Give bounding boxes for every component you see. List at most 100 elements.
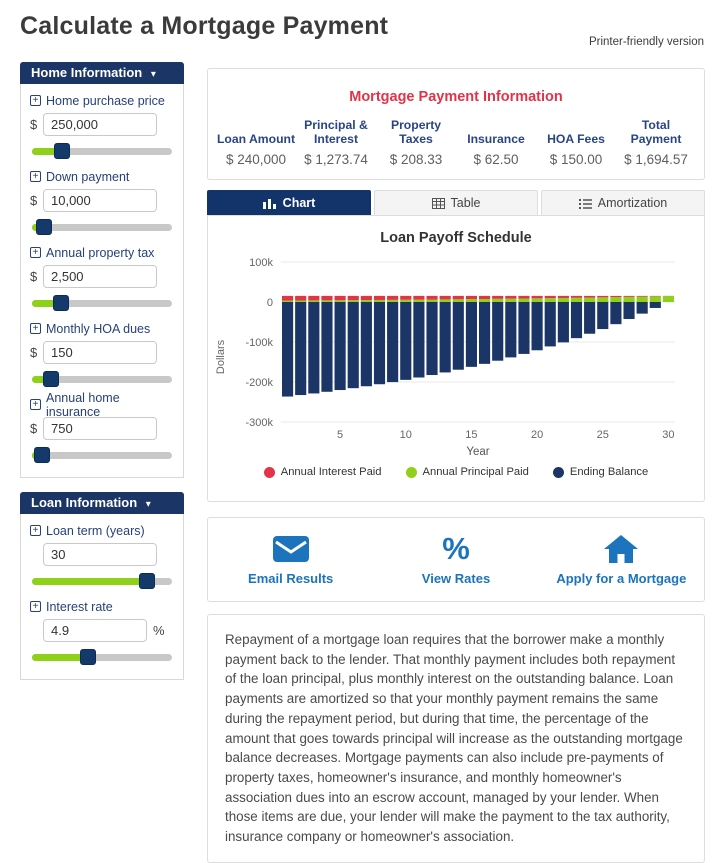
slider-thumb[interactable] bbox=[54, 143, 70, 159]
dollar-prefix: $ bbox=[30, 269, 41, 284]
field-annual-property-tax: + Annual property tax $ bbox=[30, 245, 174, 311]
main-content: Mortgage Payment Information Loan Amount… bbox=[207, 68, 705, 863]
expand-plus-icon[interactable]: + bbox=[30, 171, 41, 182]
svg-text:100k: 100k bbox=[249, 257, 273, 269]
summary-header: Insurance bbox=[456, 132, 536, 146]
chart-legend: Annual Interest Paid Annual Principal Pa… bbox=[208, 466, 704, 478]
field-interest-rate: + Interest rate % bbox=[30, 599, 174, 665]
summary-header: Total Payment bbox=[616, 118, 696, 146]
home-icon bbox=[604, 533, 638, 565]
svg-text:Year: Year bbox=[466, 446, 489, 458]
action-label: Apply for a Mortgage bbox=[556, 571, 686, 586]
annual-property-tax-input[interactable] bbox=[43, 265, 157, 288]
slider-thumb[interactable] bbox=[53, 295, 69, 311]
home-information-title: Home Information bbox=[31, 65, 142, 80]
action-label: Email Results bbox=[248, 571, 333, 586]
slider-thumb[interactable] bbox=[36, 219, 52, 235]
svg-text:30: 30 bbox=[662, 429, 674, 441]
view-rates-button[interactable]: % View Rates bbox=[373, 533, 538, 586]
slider-fill bbox=[32, 578, 152, 585]
field-home-purchase-price: + Home purchase price $ bbox=[30, 93, 174, 159]
apply-for-mortgage-button[interactable]: Apply for a Mortgage bbox=[539, 533, 704, 586]
dollar-prefix: $ bbox=[30, 117, 41, 132]
summary-value: $ 62.50 bbox=[456, 152, 536, 167]
action-label: View Rates bbox=[422, 571, 490, 586]
red-dot-icon bbox=[264, 467, 275, 478]
view-tabs: Chart Table Amortization bbox=[207, 190, 705, 215]
summary-value: $ 208.33 bbox=[376, 152, 456, 167]
tab-table[interactable]: Table bbox=[374, 190, 538, 215]
field-label: Loan term (years) bbox=[46, 524, 145, 538]
green-dot-icon bbox=[406, 467, 417, 478]
expand-plus-icon[interactable]: + bbox=[30, 601, 41, 612]
tab-label: Table bbox=[451, 196, 481, 210]
interest-rate-input[interactable] bbox=[43, 619, 147, 642]
loan-information-header[interactable]: Loan Information ▾ bbox=[20, 492, 184, 514]
slider-thumb[interactable] bbox=[139, 573, 155, 589]
printer-friendly-link[interactable]: Printer-friendly version bbox=[589, 36, 704, 48]
slider-thumb[interactable] bbox=[80, 649, 96, 665]
annual-home-insurance-slider[interactable] bbox=[32, 447, 172, 463]
field-annual-home-insurance: + Annual home insurance $ bbox=[30, 397, 174, 463]
slider-track[interactable] bbox=[32, 224, 172, 231]
svg-text:-200k: -200k bbox=[245, 377, 273, 389]
field-label: Monthly HOA dues bbox=[46, 322, 150, 336]
monthly-hoa-dues-slider[interactable] bbox=[32, 371, 172, 387]
down-payment-slider[interactable] bbox=[32, 219, 172, 235]
summary-headers-row: Loan Amount Principal & Interest Propert… bbox=[216, 118, 696, 146]
payment-summary-box: Mortgage Payment Information Loan Amount… bbox=[207, 68, 705, 180]
legend-item-principal: Annual Principal Paid bbox=[406, 466, 529, 478]
summary-value: $ 1,694.57 bbox=[616, 152, 696, 167]
slider-thumb[interactable] bbox=[34, 447, 50, 463]
svg-text:5: 5 bbox=[337, 429, 343, 441]
svg-text:-300k: -300k bbox=[245, 417, 273, 429]
monthly-hoa-dues-input[interactable] bbox=[43, 341, 157, 364]
expand-plus-icon[interactable]: + bbox=[30, 525, 41, 536]
dollar-prefix: $ bbox=[30, 421, 41, 436]
navy-dot-icon bbox=[553, 467, 564, 478]
field-label: Down payment bbox=[46, 170, 129, 184]
loan-term-slider[interactable] bbox=[32, 573, 172, 589]
chevron-down-icon: ▾ bbox=[151, 69, 156, 80]
table-icon bbox=[432, 198, 445, 209]
svg-text:25: 25 bbox=[597, 429, 609, 441]
summary-values-row: $ 240,000 $ 1,273.74 $ 208.33 $ 62.50 $ … bbox=[216, 152, 696, 167]
loan-information-title: Loan Information bbox=[31, 495, 137, 510]
tab-amortization[interactable]: Amortization bbox=[541, 190, 705, 215]
slider-thumb[interactable] bbox=[43, 371, 59, 387]
loan-information-panel: Loan Information ▾ + Loan term (years) bbox=[20, 492, 184, 680]
expand-plus-icon[interactable]: + bbox=[30, 323, 41, 334]
home-purchase-price-slider[interactable] bbox=[32, 143, 172, 159]
summary-header: Principal & Interest bbox=[296, 118, 376, 146]
field-label: Home purchase price bbox=[46, 94, 165, 108]
annual-property-tax-slider[interactable] bbox=[32, 295, 172, 311]
summary-value: $ 150.00 bbox=[536, 152, 616, 167]
svg-text:0: 0 bbox=[267, 297, 273, 309]
expand-plus-icon[interactable]: + bbox=[30, 247, 41, 258]
action-bar: Email Results % View Rates Apply for a M… bbox=[207, 517, 705, 602]
home-information-header[interactable]: Home Information ▾ bbox=[20, 62, 184, 84]
expand-plus-icon[interactable]: + bbox=[30, 95, 41, 106]
email-results-button[interactable]: Email Results bbox=[208, 533, 373, 586]
list-icon bbox=[579, 198, 592, 209]
loan-term-input[interactable] bbox=[43, 543, 157, 566]
home-purchase-price-input[interactable] bbox=[43, 113, 157, 136]
svg-text:-100k: -100k bbox=[245, 337, 273, 349]
slider-track[interactable] bbox=[32, 452, 172, 459]
expand-plus-icon[interactable]: + bbox=[30, 399, 41, 410]
payment-summary-title: Mortgage Payment Information bbox=[216, 89, 696, 105]
loan-information-body: + Loan term (years) + Interest rate bbox=[20, 514, 184, 680]
annual-home-insurance-input[interactable] bbox=[43, 417, 157, 440]
tab-label: Amortization bbox=[598, 196, 667, 210]
interest-rate-slider[interactable] bbox=[32, 649, 172, 665]
svg-text:10: 10 bbox=[400, 429, 412, 441]
field-down-payment: + Down payment $ bbox=[30, 169, 174, 235]
tab-label: Chart bbox=[283, 196, 316, 210]
down-payment-input[interactable] bbox=[43, 189, 157, 212]
svg-text:15: 15 bbox=[465, 429, 477, 441]
tab-chart[interactable]: Chart bbox=[207, 190, 371, 215]
summary-header: Loan Amount bbox=[216, 132, 296, 146]
legend-label: Annual Principal Paid bbox=[423, 466, 529, 478]
legend-item-interest: Annual Interest Paid bbox=[264, 466, 382, 478]
